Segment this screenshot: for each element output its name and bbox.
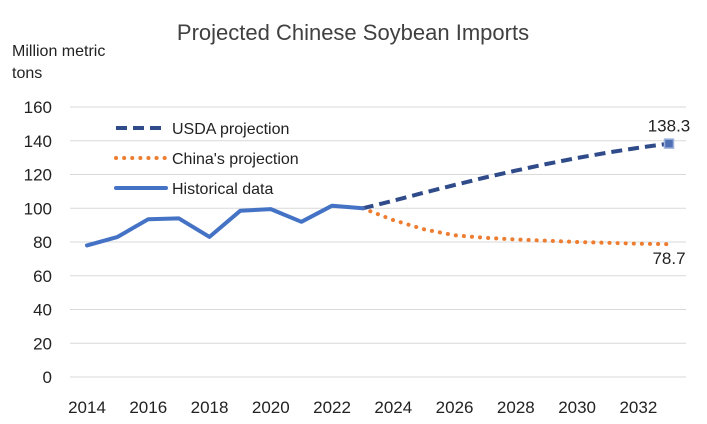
data-labels: 138.3 78.7 [648, 117, 691, 269]
data-label-usda-projection: 138.3 [648, 117, 691, 136]
series-line-historical-data [85, 203, 365, 248]
y-tick-label: 0 [43, 368, 52, 387]
data-label-china-s-projection: 78.7 [652, 249, 685, 268]
x-tick-label: 2014 [68, 398, 106, 417]
y-tick-label: 120 [24, 166, 52, 185]
x-tick-label: 2022 [313, 398, 351, 417]
series-line-usda-projection [362, 141, 670, 211]
x-tick-label: 2020 [252, 398, 290, 417]
series-line-china-s-projection [360, 206, 671, 247]
y-tick-label: 100 [24, 199, 52, 218]
x-tick-label: 2028 [497, 398, 535, 417]
x-tick-label: 2024 [374, 398, 412, 417]
y-axis-label-line-1: Million metric [12, 43, 105, 60]
x-tick-labels: 2014 2016 2018 2020 2022 2024 2026 2028 2030 2032 [68, 398, 657, 417]
y-tick-label: 140 [24, 132, 52, 151]
series-end-marker [663, 138, 675, 149]
legend: USDA projection China's projection Histori… [114, 121, 299, 198]
y-tick-label: 40 [33, 301, 52, 320]
y-tick-label: 20 [33, 334, 52, 353]
gridlines [70, 106, 686, 378]
y-tick-label: 160 [24, 98, 52, 117]
x-tick-label: 2016 [129, 398, 167, 417]
y-tick-labels: 0 20 40 60 80 100 120 140 160 [24, 98, 52, 387]
y-axis-label-line-2: tons [12, 65, 42, 82]
y-tick-label: 60 [33, 267, 52, 286]
legend-label-china-s-projection: China's projection [172, 151, 299, 168]
x-tick-label: 2026 [436, 398, 474, 417]
legend-label-usda-projection: USDA projection [172, 121, 289, 138]
chart-title: Projected Chinese Soybean Imports [177, 20, 529, 45]
x-tick-label: 2018 [191, 398, 229, 417]
x-tick-label: 2032 [619, 398, 657, 417]
series-lines [85, 138, 675, 248]
legend-label-historical-data: Historical data [172, 181, 273, 198]
x-tick-label: 2030 [558, 398, 596, 417]
y-tick-label: 80 [33, 233, 52, 252]
